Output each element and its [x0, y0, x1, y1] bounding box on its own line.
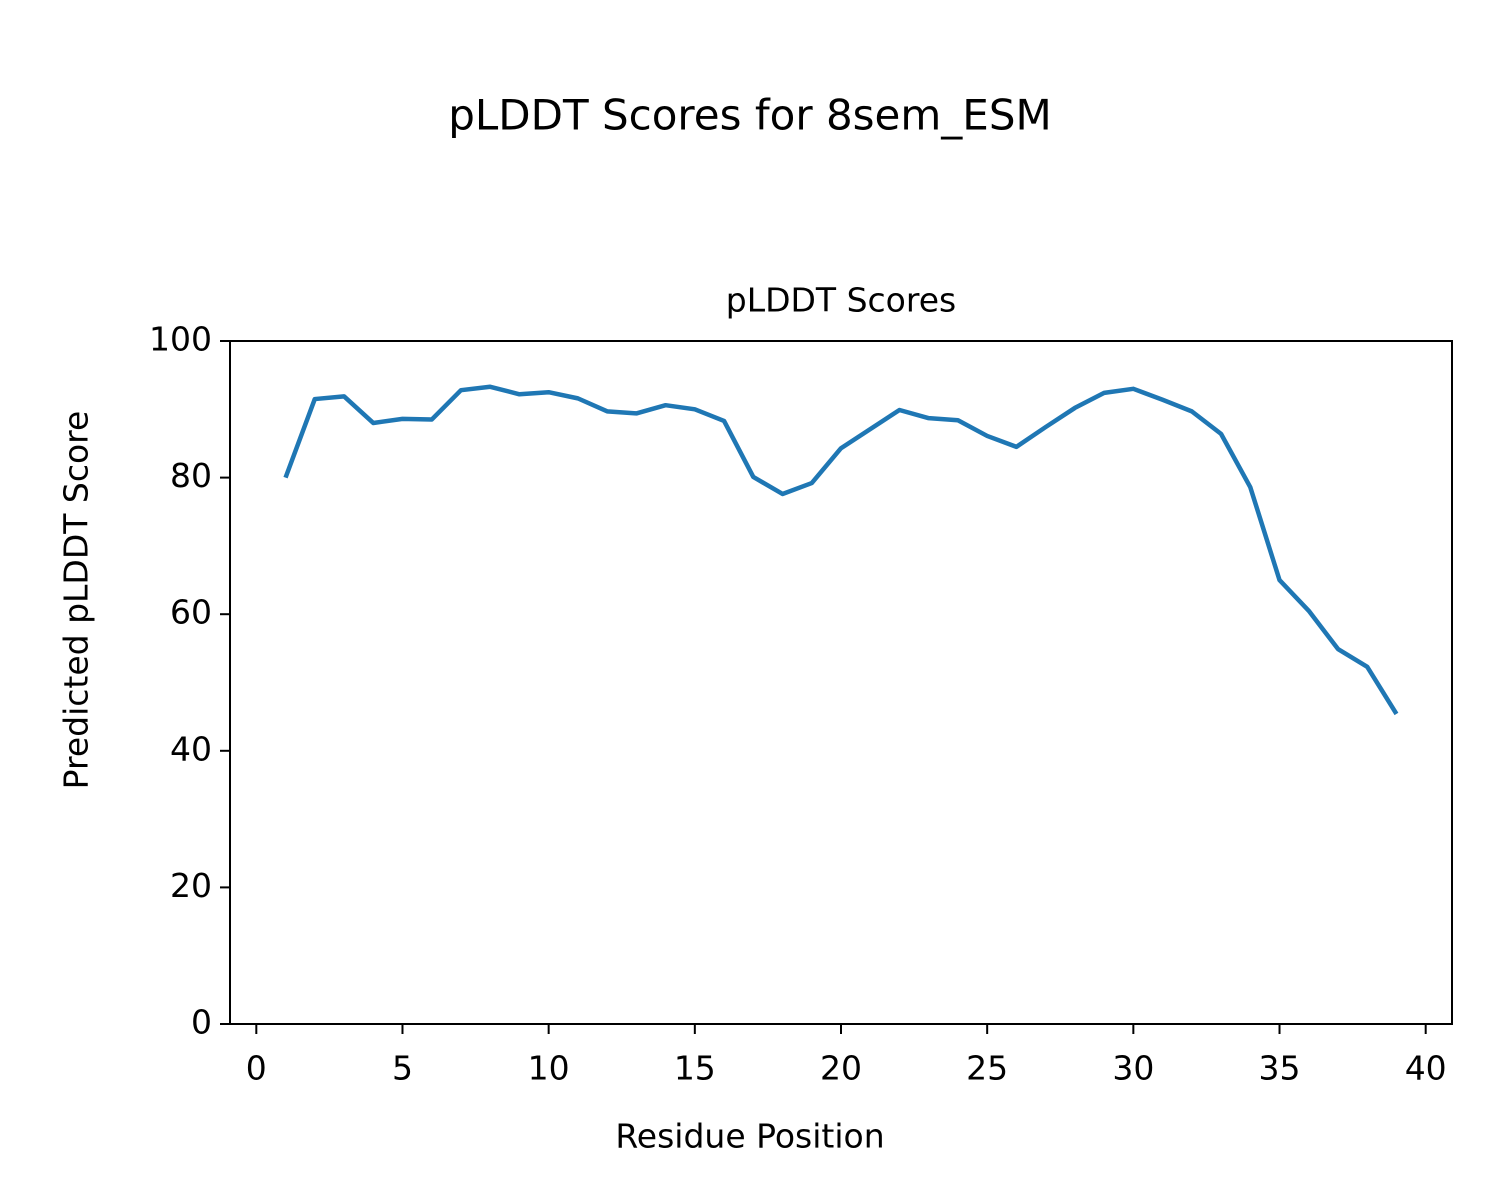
y-tick-label: 100	[149, 320, 212, 359]
x-tick-label: 5	[392, 1049, 413, 1088]
y-tick-label: 40	[170, 729, 212, 768]
data-line	[283, 384, 1399, 716]
y-tick-label: 60	[170, 593, 212, 632]
x-axis-label: Residue Position	[615, 1117, 884, 1156]
x-tick-label: 20	[820, 1049, 862, 1088]
y-tick-label: 20	[170, 866, 212, 905]
x-tick-label: 35	[1259, 1049, 1301, 1088]
x-tick-label: 25	[966, 1049, 1008, 1088]
y-axis-label: Predicted pLDDT Score	[57, 411, 96, 790]
chart-title: pLDDT Scores for 8sem_ESM	[448, 91, 1052, 140]
x-tick-label: 40	[1405, 1049, 1447, 1088]
x-tick-label: 10	[528, 1049, 570, 1088]
x-tick-label: 15	[674, 1049, 716, 1088]
x-tick-label: 0	[246, 1049, 267, 1088]
plot-frame	[229, 340, 1453, 1025]
y-tick-label: 0	[191, 1003, 212, 1042]
x-tick-label: 30	[1112, 1049, 1154, 1088]
subplot-title: pLDDT Scores	[726, 281, 956, 320]
y-tick-label: 80	[170, 456, 212, 495]
